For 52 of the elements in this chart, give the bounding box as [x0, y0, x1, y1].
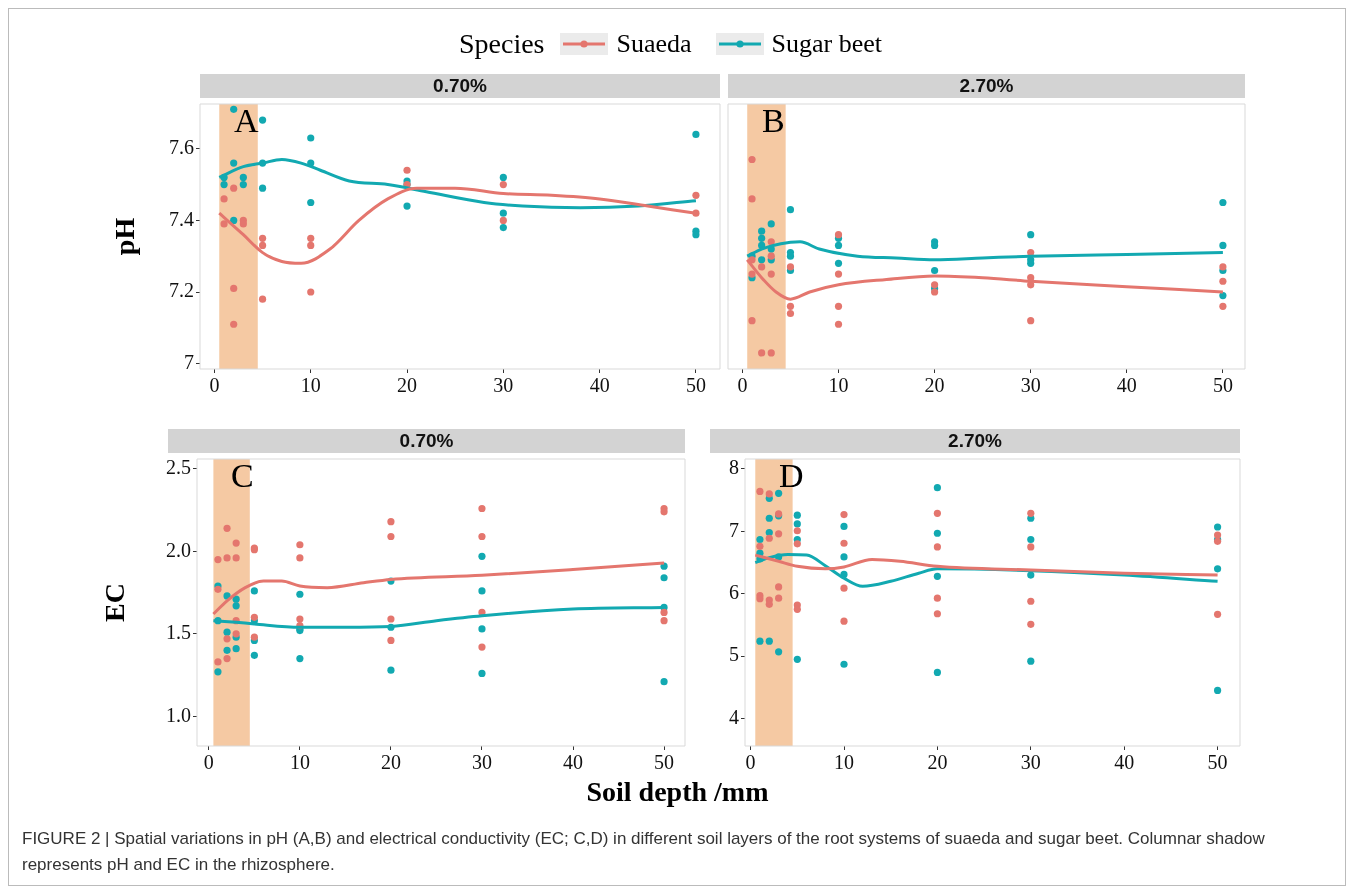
x-tick-label: 40	[589, 374, 610, 397]
annotation: A	[234, 101, 259, 139]
annotation: B	[762, 101, 785, 139]
x-tick-label: 40	[1116, 374, 1137, 397]
x-tick-label: 0	[209, 374, 220, 397]
x-tick-label: 0	[745, 751, 756, 774]
y-tick-label: 2.0	[166, 538, 191, 561]
x-tick-label: 10	[300, 374, 321, 397]
y-tick-label: 7	[729, 518, 739, 541]
chart-title: 2.70%	[728, 74, 1245, 98]
y-tick-label: 7.6	[169, 136, 194, 159]
y-tick-label: 7.2	[169, 279, 194, 302]
x-tick-label: 40	[563, 751, 584, 774]
x-tick-label: 50	[654, 751, 675, 774]
x-tick-label: 50	[1212, 374, 1233, 397]
chart-title: 2.70%	[710, 429, 1240, 453]
y-tick-label: 6	[729, 581, 739, 604]
x-tick-label: 10	[834, 751, 854, 774]
legend-label: Suaeda	[616, 29, 692, 59]
x-tick-label: 20	[924, 374, 945, 397]
y-tick-label: 1.0	[166, 703, 191, 726]
x-tick-label: 30	[1020, 751, 1041, 774]
chart-title: 0.70%	[168, 429, 685, 453]
x-tick-label: 20	[397, 374, 418, 397]
legend-title: Species	[458, 28, 545, 60]
y-axis-title: pH	[109, 217, 141, 256]
x-tick-label: 10	[289, 751, 310, 774]
chart-title: 0.70%	[200, 74, 720, 98]
x-tick-label: 20	[927, 751, 948, 774]
annotation: C	[231, 456, 254, 494]
y-tick-label: 8	[729, 456, 739, 479]
x-tick-label: 50	[685, 374, 706, 397]
y-tick-label: 7.4	[169, 207, 194, 230]
y-tick-label: 5	[729, 643, 739, 666]
x-tick-label: 50	[1207, 751, 1228, 774]
x-tick-label: 30	[1020, 374, 1041, 397]
x-tick-label: 0	[203, 751, 214, 774]
x-tick-label: 10	[828, 374, 849, 397]
y-axis-title: EC	[99, 583, 131, 622]
x-tick-label: 30	[493, 374, 514, 397]
legend-label: Sugar beet	[771, 29, 883, 59]
x-tick-label: 0	[737, 374, 748, 397]
x-tick-label: 30	[471, 751, 492, 774]
y-tick-label: 2.5	[166, 456, 191, 479]
y-tick-label: 4	[729, 705, 739, 728]
x-axis-title: Soil depth /mm	[585, 776, 770, 808]
caption: FIGURE 2 | Spatial variations in pH (A,B) and electrical conductivity (EC; C,D) in different soil layers of the root systems of suaeda and sugar beet. Columnar shadow represents pH and EC in the rhizosphere.	[22, 828, 1266, 876]
y-tick-label: 1.5	[166, 621, 191, 644]
x-tick-label: 20	[380, 751, 401, 774]
x-tick-label: 40	[1114, 751, 1135, 774]
y-tick-label: 7	[184, 350, 194, 373]
annotation: D	[779, 456, 804, 494]
